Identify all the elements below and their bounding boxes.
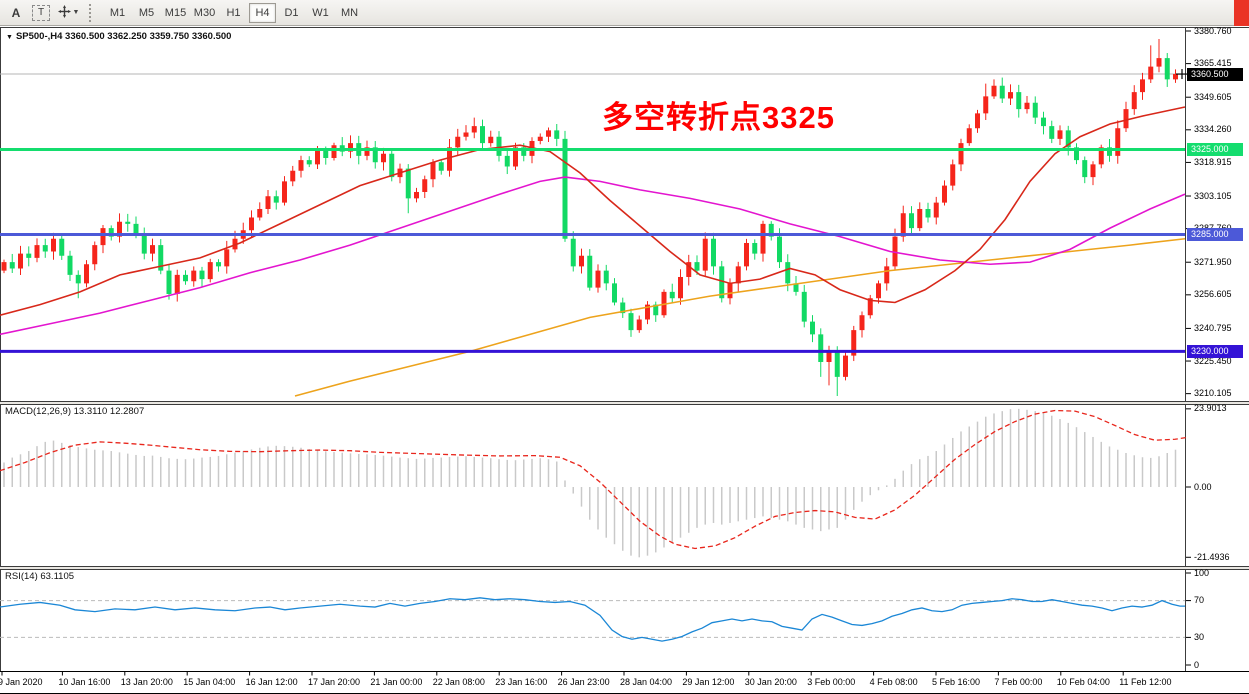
- timeframe-m5[interactable]: M5: [138, 6, 155, 19]
- timeframe-h4-active[interactable]: H4: [249, 2, 276, 23]
- timeframe-w1[interactable]: W1: [312, 6, 329, 19]
- crosshair-icon: [57, 4, 71, 21]
- timeframe-h1[interactable]: H1: [226, 6, 241, 19]
- chevron-down-icon: ▼: [72, 9, 80, 16]
- toolbar-grip[interactable]: [89, 3, 95, 22]
- timeframe-m30[interactable]: M30: [193, 6, 216, 19]
- timeframe-m1[interactable]: M1: [109, 6, 126, 19]
- toolbar: A T ▼ M1 M5 M15 M30 H1 H4 D1 W1 MN: [0, 0, 1249, 26]
- timeframe-m15[interactable]: M15: [164, 6, 187, 19]
- text-tool-button[interactable]: T: [32, 4, 50, 21]
- timeframe-mn[interactable]: MN: [340, 6, 359, 19]
- cursor-mode-button[interactable]: A: [11, 5, 21, 20]
- window-edge-red-block: [1234, 0, 1249, 26]
- crosshair-tool-button[interactable]: ▼: [55, 3, 82, 23]
- timeframe-d1[interactable]: D1: [284, 6, 299, 19]
